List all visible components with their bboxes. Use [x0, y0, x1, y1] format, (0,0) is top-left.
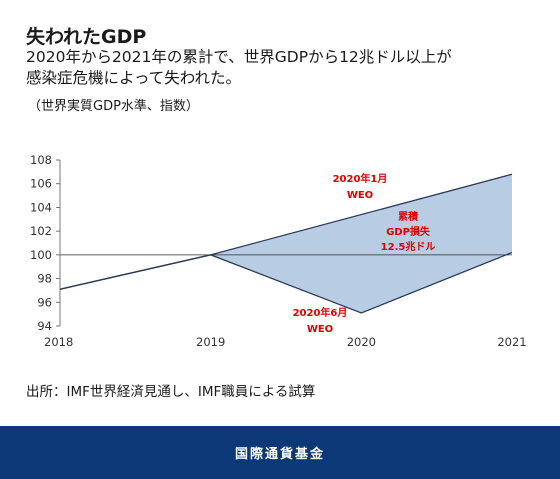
x-tick-label: 2019 [196, 335, 225, 349]
y-tick-label: 108 [30, 153, 52, 167]
gdp-chart: 94 96 98 100 102 104 106 108 2018 2019 2020 2021 202… [30, 153, 527, 349]
y-tick-label: 106 [30, 177, 52, 191]
y-tick-label: 98 [37, 272, 52, 286]
y-tick-label: 94 [37, 319, 52, 333]
chart-title: 失われたGDP [26, 26, 147, 48]
x-tick-label: 2021 [497, 335, 526, 349]
annotation-jun-weo: WEO [307, 324, 333, 335]
chart-subtitle: 2020年から2021年の累計で、世界GDPから12兆ドル以上が 感染症危機によ… [26, 47, 546, 89]
x-tick-label: 2020 [347, 335, 376, 349]
y-tick-label: 96 [37, 295, 52, 309]
units-note: （世界実質GDP水準、指数） [28, 99, 199, 114]
annotation-jan-weo: WEO [347, 190, 373, 201]
annotation-cumulative-loss: 累積 [398, 210, 419, 223]
gdp-loss-area [210, 174, 512, 313]
source-note: 出所：IMF世界経済見通し、IMF職員による試算 [26, 384, 316, 400]
y-tick-label: 104 [30, 200, 52, 214]
annotation-cumulative-loss: GDP損失 [386, 225, 431, 238]
subtitle-line-2: 感染症危機によって失われた。 [26, 69, 241, 87]
y-tick-label: 100 [30, 248, 52, 262]
series-line-jun-weo [59, 251, 513, 314]
footer-label: 国際通貨基金 [234, 447, 325, 462]
y-tick-label: 102 [30, 224, 52, 238]
annotation-jun-weo: 2020年6月 [293, 306, 348, 319]
footer-bar: 国際通貨基金 [0, 426, 560, 479]
x-tick-label: 2018 [44, 335, 73, 349]
subtitle-line-1: 2020年から2021年の累計で、世界GDPから12兆ドル以上が [26, 48, 452, 66]
annotation-cumulative-loss: 12.5兆ドル [381, 240, 436, 253]
annotation-jan-weo: 2020年1月 [333, 172, 388, 185]
